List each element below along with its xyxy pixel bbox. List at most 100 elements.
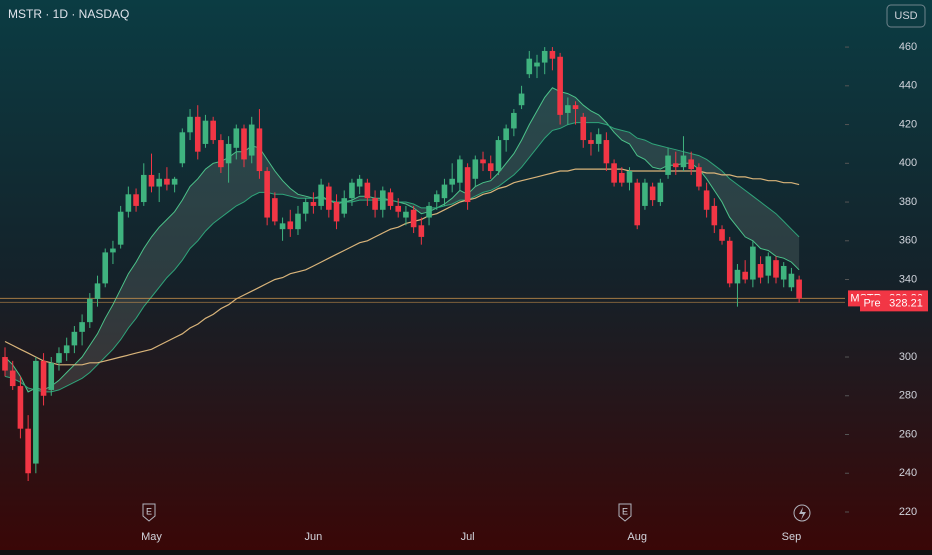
candle-body bbox=[672, 163, 679, 168]
candle-body bbox=[187, 116, 193, 133]
candle-body bbox=[148, 174, 155, 187]
y-tick-label: 220 bbox=[899, 506, 917, 518]
candle-body bbox=[711, 205, 718, 226]
candle-body bbox=[796, 279, 802, 299]
candle-body bbox=[642, 182, 648, 206]
candle-body bbox=[696, 167, 702, 187]
candle-body bbox=[25, 428, 31, 474]
candle-body bbox=[302, 202, 309, 214]
candle-body bbox=[194, 116, 201, 152]
y-tick-label: 400 bbox=[899, 157, 917, 169]
candle-body bbox=[102, 252, 109, 284]
candle-body bbox=[541, 50, 548, 63]
candle-body bbox=[526, 58, 533, 75]
event-icon bbox=[793, 504, 811, 522]
candle-body bbox=[279, 223, 286, 230]
candle-body bbox=[780, 265, 787, 280]
candle-body bbox=[464, 167, 471, 203]
candle-body bbox=[719, 229, 725, 241]
candle-body bbox=[71, 331, 78, 346]
y-tick-label: 460 bbox=[899, 41, 917, 53]
candle-body bbox=[210, 120, 216, 141]
candle-body bbox=[788, 273, 795, 288]
candle-body bbox=[742, 271, 748, 280]
candle-body bbox=[457, 159, 463, 183]
candle-body bbox=[341, 198, 348, 214]
candle-body bbox=[680, 155, 687, 168]
candle-body bbox=[248, 124, 255, 156]
y-tick-label: 260 bbox=[899, 428, 917, 440]
candle-body bbox=[395, 205, 402, 212]
y-tick-label: 300 bbox=[899, 351, 917, 363]
candle-body bbox=[703, 190, 710, 210]
candle-body bbox=[33, 360, 39, 464]
x-tick-label: May bbox=[141, 531, 162, 543]
candle-body bbox=[410, 209, 417, 228]
candle-body bbox=[272, 198, 278, 222]
candle-body bbox=[611, 163, 617, 183]
candle-body bbox=[757, 264, 764, 278]
candle-body bbox=[17, 386, 24, 429]
candle-body bbox=[433, 194, 440, 203]
chart-title: MSTR · 1D · NASDAQ bbox=[8, 7, 129, 21]
candle-body bbox=[364, 182, 371, 199]
x-tick-label: Aug bbox=[627, 531, 647, 543]
candle-body bbox=[619, 172, 625, 183]
earnings-marker: E bbox=[622, 506, 628, 516]
ema-band bbox=[5, 87, 800, 392]
candle-body bbox=[418, 225, 425, 237]
candle-body bbox=[133, 194, 139, 206]
candle-body bbox=[202, 120, 209, 144]
candle-body bbox=[588, 140, 594, 144]
y-tick-label: 440 bbox=[899, 80, 917, 92]
candle-body bbox=[449, 178, 455, 185]
candle-body bbox=[287, 221, 294, 230]
candle-body bbox=[125, 194, 132, 212]
candle-body bbox=[372, 198, 378, 210]
candle-body bbox=[511, 112, 517, 129]
x-tick-label: Jun bbox=[305, 531, 323, 543]
candle-body bbox=[765, 256, 772, 276]
candle-body bbox=[387, 192, 394, 206]
pre-market-name: Pre bbox=[863, 297, 880, 309]
candle-body bbox=[480, 159, 486, 164]
candle-body bbox=[603, 140, 610, 164]
earnings-icon bbox=[142, 503, 156, 522]
candle-body bbox=[495, 140, 502, 172]
candle-body bbox=[40, 360, 47, 396]
x-tick-label: Sep bbox=[782, 531, 802, 543]
candle-body bbox=[649, 186, 656, 201]
candle-body bbox=[403, 211, 409, 218]
candle-body bbox=[63, 345, 70, 354]
candle-body bbox=[110, 248, 116, 253]
candle-body bbox=[534, 62, 540, 67]
currency-label[interactable]: USD bbox=[894, 10, 917, 22]
y-tick-label: 420 bbox=[899, 118, 917, 130]
candle-body bbox=[295, 213, 301, 230]
candle-body bbox=[572, 105, 579, 110]
pre-market-value: 328.21 bbox=[889, 297, 923, 309]
candle-body bbox=[565, 105, 571, 113]
x-tick-label: Jul bbox=[461, 531, 475, 543]
candle-body bbox=[164, 178, 170, 185]
candle-body bbox=[379, 190, 386, 210]
candle-body bbox=[750, 246, 756, 280]
candle-body bbox=[9, 370, 16, 387]
candle-body bbox=[179, 132, 186, 164]
currency-button[interactable] bbox=[886, 4, 926, 28]
candle-body bbox=[326, 186, 332, 210]
candle-body bbox=[225, 143, 232, 164]
y-tick-label: 280 bbox=[899, 390, 917, 402]
candle-body bbox=[441, 184, 448, 199]
candle-body bbox=[472, 159, 479, 179]
event-bolt bbox=[799, 507, 806, 520]
candle-body bbox=[634, 182, 641, 226]
candle-body bbox=[349, 182, 355, 199]
candle-body bbox=[426, 205, 432, 218]
candle-body bbox=[48, 362, 55, 390]
candle-body bbox=[233, 128, 240, 148]
candle-body bbox=[140, 174, 147, 203]
candle-body bbox=[264, 171, 270, 218]
candle-body bbox=[256, 128, 263, 172]
